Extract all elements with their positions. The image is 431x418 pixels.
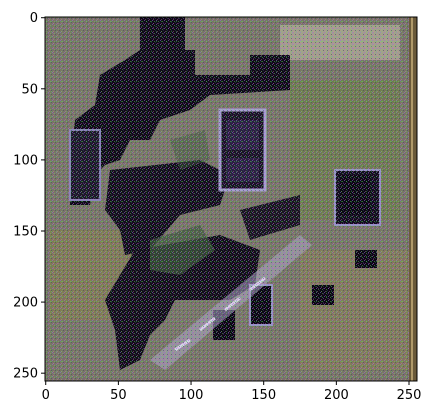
- y-tick-label: 0: [30, 11, 38, 26]
- y-tick-label: 50: [21, 82, 38, 97]
- x-tick-label: 0: [42, 388, 50, 403]
- x-tick-label: 250: [397, 388, 422, 403]
- y-tick-label: 200: [13, 296, 38, 311]
- x-tick-label: 50: [110, 388, 127, 403]
- y-tick-label: 250: [13, 367, 38, 382]
- y-axis: 0 50 100 150 200 250: [13, 11, 45, 381]
- y-tick-label: 150: [13, 224, 38, 239]
- x-axis: 0 50 100 150 200 250: [42, 381, 422, 403]
- y-tick-label: 100: [13, 153, 38, 168]
- x-tick-label: 200: [324, 388, 349, 403]
- x-tick-label: 150: [251, 388, 276, 403]
- x-tick-label: 100: [179, 388, 204, 403]
- image-plot: [45, 17, 417, 381]
